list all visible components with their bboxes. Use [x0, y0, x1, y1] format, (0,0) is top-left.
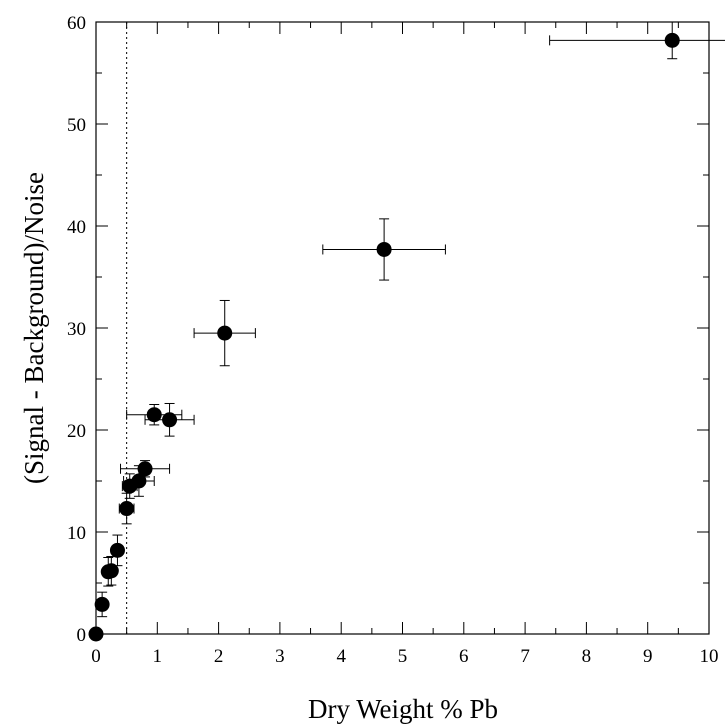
data-points: [88, 21, 725, 642]
data-point: [94, 596, 110, 612]
x-tick-label: 1: [153, 646, 163, 667]
data-point-group: [120, 460, 171, 478]
data-point: [109, 542, 125, 558]
x-tick-label: 6: [459, 646, 469, 667]
x-axis-title: Dry Weight % Pb: [308, 694, 498, 724]
x-tick-label: 0: [91, 646, 101, 667]
data-point-group: [322, 218, 446, 281]
y-tick-labels: 0 10 20 30 40 50 60: [67, 13, 86, 646]
x-tick-label: 7: [520, 646, 530, 667]
data-point: [162, 412, 178, 428]
y-tick-label: 10: [67, 523, 86, 544]
axis-ticks: [95, 21, 710, 635]
y-tick-label: 0: [77, 625, 87, 646]
y-tick-label: 20: [67, 421, 86, 442]
x-tick-label: 2: [214, 646, 224, 667]
data-point: [103, 563, 119, 579]
data-point-group: [126, 404, 183, 426]
data-point: [217, 325, 233, 341]
x-tick-label: 9: [643, 646, 653, 667]
data-point-group: [549, 21, 725, 60]
data-point-group: [103, 555, 119, 586]
data-point-group: [109, 534, 125, 567]
x-tick-label: 4: [336, 646, 346, 667]
data-point-group: [94, 591, 110, 618]
x-tick-label: 10: [700, 646, 719, 667]
x-tick-labels: 0 1 2 3 4 5 6 7 8 9 10: [91, 646, 718, 667]
data-point-group: [144, 402, 195, 437]
y-tick-label: 50: [67, 115, 86, 136]
x-tick-label: 5: [398, 646, 408, 667]
y-tick-label: 30: [67, 319, 86, 340]
x-tick-label: 8: [582, 646, 592, 667]
data-point: [119, 501, 135, 517]
data-point: [664, 32, 680, 48]
data-point: [376, 241, 392, 257]
y-tick-label: 60: [67, 13, 86, 34]
data-point-group: [118, 492, 135, 525]
y-axis-title: (Signal - Background)/Noise: [19, 172, 49, 484]
data-point: [146, 407, 162, 423]
plot-frame: [95, 21, 710, 635]
data-point-group: [193, 299, 256, 367]
y-tick-label: 40: [67, 217, 86, 238]
data-point: [137, 461, 153, 477]
x-tick-label: 3: [275, 646, 285, 667]
